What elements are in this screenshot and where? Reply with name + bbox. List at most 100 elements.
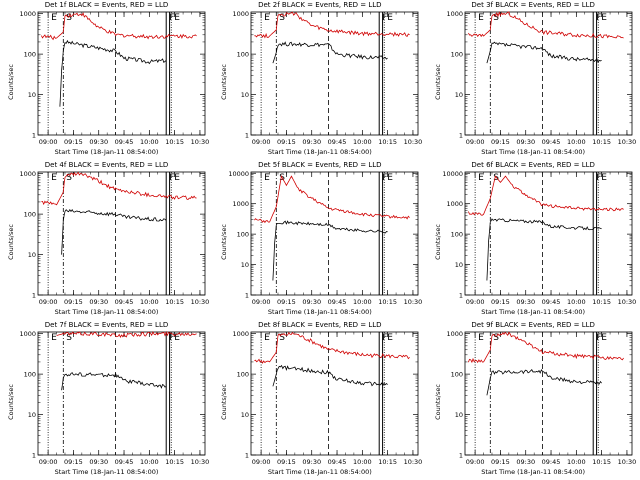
y-axis-label: Counts/sec (433, 224, 442, 260)
x-tick-label: 10:15 (592, 138, 611, 146)
x-tick-label: 10:15 (379, 138, 398, 146)
x-tick-label: 09:15 (277, 138, 296, 146)
lld-series-line (41, 171, 197, 206)
chart-svg: 1 10 100 1000 09:00 09:15 09:30 09:45 10:00 10:15… (19, 10, 210, 146)
y-tick-label: 10 (241, 261, 249, 269)
x-tick-label: 09:30 (516, 458, 535, 466)
x-tick-label: 10:15 (165, 298, 184, 306)
x-tick-label: 09:00 (465, 138, 484, 146)
detector-panel: 1 10 100 1000 09:00 09:15 09:30 09:45 10:00 10:15… (0, 0, 213, 160)
marker-letter: E (264, 13, 270, 23)
plot-frame (464, 331, 633, 456)
panel-title: Det 9f BLACK = Events, RED = LLD (471, 321, 595, 329)
y-tick-label: 1000 (446, 200, 463, 208)
marker-letter: S (66, 173, 72, 183)
plot-frame (37, 171, 206, 296)
x-tick-label: 10:00 (567, 138, 586, 146)
x-tick-label: 09:30 (516, 298, 535, 306)
chart-svg: 1 10 100 1000 09:00 09:15 09:30 09:45 10:00 10:15… (233, 10, 423, 146)
chart-svg: 1 10 100 1000 09:00 09:15 09:30 09:45 10:00 10:15… (446, 330, 636, 466)
x-tick-label: 09:30 (303, 138, 322, 146)
x-tick-label: 09:30 (89, 298, 108, 306)
marker-letter: E (264, 173, 270, 183)
marker-letter: S (280, 13, 286, 23)
y-tick-label: 10 (454, 91, 462, 99)
detector-panel: 1 10 100 1000 09:00 09:15 09:30 09:45 10:00 10:15… (213, 320, 426, 480)
x-axis-label: Start Time (18-Jan-11 08:54:00) (54, 468, 159, 476)
y-tick-label: 1000 (446, 330, 463, 338)
y-tick-label: 1 (459, 132, 463, 140)
panel-title: Det 4f BLACK = Events, RED = LLD (44, 161, 169, 169)
plot-frame (250, 11, 419, 136)
y-axis-label: Counts/sec (220, 224, 229, 260)
y-tick-label: 100 (237, 51, 249, 59)
y-axis-label: Counts/sec (7, 224, 15, 260)
y-tick-label: 10 (241, 91, 249, 99)
y-tick-label: 100 (24, 211, 36, 219)
events-series-line (486, 41, 602, 64)
marker-letter: F (169, 333, 174, 343)
x-tick-label: 09:15 (491, 458, 510, 466)
plot-frame (250, 171, 419, 296)
x-tick-label: 09:15 (64, 138, 83, 146)
x-axis-label: Start Time (18-Jan-11 08:54:00) (54, 148, 159, 156)
events-series-line (486, 218, 602, 281)
marker-letter: E (174, 333, 180, 343)
panel-title: Det 6f BLACK = Events, RED = LLD (471, 161, 595, 169)
y-tick-label: 100 (450, 371, 462, 379)
marker-letter: F (596, 173, 601, 183)
x-tick-label: 09:00 (465, 458, 484, 466)
x-axis-label: Start Time (18-Jan-11 08:54:00) (267, 148, 372, 156)
x-tick-label: 10:30 (191, 138, 210, 146)
plot-frame (37, 331, 206, 456)
x-tick-label: 10:15 (592, 298, 611, 306)
x-axis-label: Start Time (18-Jan-11 08:54:00) (267, 468, 372, 476)
x-tick-label: 10:15 (165, 458, 184, 466)
y-tick-label: 1 (245, 132, 249, 140)
y-tick-label: 1 (245, 292, 249, 300)
y-tick-label: 1 (459, 452, 463, 460)
x-tick-label: 10:00 (353, 138, 372, 146)
x-tick-label: 09:15 (491, 298, 510, 306)
x-tick-label: 09:00 (252, 298, 271, 306)
y-tick-label: 100 (24, 51, 36, 59)
marker-letter: E (478, 13, 484, 23)
detector-panel: 1 10 100 1000 09:00 09:15 09:30 09:45 10:00 10:15… (0, 160, 213, 320)
panel-title: Det 1f BLACK = Events, RED = LLD (44, 1, 169, 9)
x-tick-label: 09:30 (89, 138, 108, 146)
panel-title: Det 2f BLACK = Events, RED = LLD (258, 1, 382, 9)
y-tick-label: 10000 (229, 170, 250, 178)
marker-letter: F (596, 333, 601, 343)
chart-svg: 1 10 100 1000 09:00 09:15 09:30 09:45 10:00 10:15… (233, 330, 423, 466)
plot-frame (37, 11, 206, 136)
x-tick-label: 09:45 (541, 458, 560, 466)
y-tick-label: 1 (459, 292, 463, 300)
x-tick-label: 09:45 (115, 138, 134, 146)
x-tick-label: 10:15 (379, 298, 398, 306)
events-series-line (486, 368, 602, 396)
detector-panel: 1 10 100 1000 10000 09:00 09:15 09:30 09:45 10:00… (213, 160, 426, 320)
x-tick-label: 09:00 (39, 298, 58, 306)
x-axis-label: Start Time (18-Jan-11 08:54:00) (54, 308, 159, 316)
lld-series-line (254, 11, 411, 39)
plot-frame (464, 171, 633, 296)
y-tick-label: 10 (28, 251, 36, 259)
events-series-line (59, 39, 167, 107)
x-tick-label: 09:00 (39, 138, 58, 146)
detector-panel: 1 10 100 1000 09:00 09:15 09:30 09:45 10:00 10:15… (427, 0, 640, 160)
x-tick-label: 09:15 (277, 458, 296, 466)
marker-letter: E (478, 173, 484, 183)
y-tick-label: 10 (454, 261, 462, 269)
x-tick-label: 09:15 (277, 298, 296, 306)
y-tick-label: 10000 (442, 170, 463, 178)
y-tick-label: 10 (28, 91, 36, 99)
marker-letter: E (51, 13, 57, 23)
x-tick-label: 10:00 (567, 298, 586, 306)
y-tick-label: 10 (241, 411, 249, 419)
chart-svg: 1 10 100 1000 09:00 09:15 09:30 09:45 10:00 10:15… (19, 170, 209, 306)
x-tick-label: 09:45 (541, 298, 560, 306)
marker-letter: E (478, 333, 484, 343)
plot-frame (464, 11, 633, 136)
plot-frame (250, 331, 419, 456)
